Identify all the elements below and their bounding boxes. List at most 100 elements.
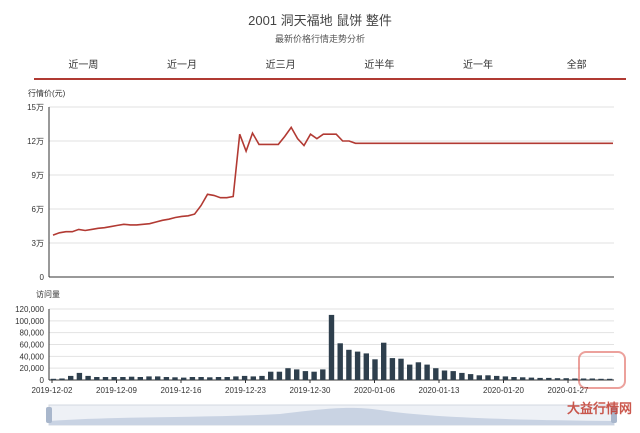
visits-bar — [94, 377, 100, 380]
date-tick-label: 2019-12-23 — [225, 386, 266, 395]
visits-bar — [407, 364, 413, 380]
price-tick-label: 12万 — [27, 137, 44, 146]
visits-bar — [172, 377, 178, 380]
visits-bar — [459, 372, 465, 380]
visits-bar — [311, 371, 317, 380]
price-line — [52, 125, 613, 236]
visits-bar — [546, 377, 552, 380]
visits-bar — [520, 377, 526, 380]
date-tick-label: 2019-12-30 — [290, 386, 331, 395]
visits-tick-label: 80,000 — [20, 329, 45, 338]
price-tick-label: 3万 — [32, 239, 44, 248]
date-tick-label: 2019-12-09 — [96, 386, 137, 395]
visits-bar — [128, 376, 135, 380]
visits-bar — [563, 378, 569, 380]
zoom-handle-right — [611, 407, 617, 423]
visits-tick-label: 120,000 — [15, 305, 44, 314]
tab-month[interactable]: 近一月 — [167, 60, 197, 71]
visits-bar — [328, 314, 335, 380]
watermark-logo — [578, 351, 626, 389]
visits-bar — [233, 376, 239, 380]
visits-bar — [494, 375, 500, 380]
zoom-slider-preview — [49, 407, 614, 425]
visits-bar — [580, 378, 587, 380]
visits-bar — [285, 368, 291, 380]
watermark-text: 大益行情网 — [566, 401, 632, 416]
visits-bar — [241, 375, 248, 380]
chart-title: 2001 洞天福地 鼠饼 整件 — [248, 13, 392, 28]
visits-axis-label: 访问量 — [36, 289, 60, 299]
visits-bar — [485, 375, 491, 380]
visits-bar — [111, 377, 117, 380]
range-tabs: 近一周 近一月 近三月 近半年 近一年 全部 — [34, 56, 626, 78]
price-tick-label: 15万 — [27, 103, 44, 112]
visits-bar — [598, 378, 604, 380]
visits-bar — [372, 359, 378, 380]
visits-bar — [268, 371, 274, 380]
visits-tick-label: 0 — [40, 376, 45, 385]
zoom-handle-left — [46, 407, 52, 423]
visits-bar — [346, 349, 352, 380]
visits-bar — [424, 364, 430, 380]
date-tick-label: 2020-01-06 — [354, 386, 395, 395]
visits-bar — [76, 372, 83, 380]
visits-bar — [146, 376, 152, 380]
visits-bar — [476, 375, 482, 380]
visits-bar — [68, 375, 74, 380]
visits-bar — [572, 378, 578, 380]
visits-bar — [276, 371, 283, 380]
visits-tick-label: 100,000 — [15, 317, 44, 326]
visits-bar — [189, 377, 196, 380]
visits-bar — [433, 368, 439, 380]
date-tick-label: 2020-01-27 — [548, 386, 589, 395]
visits-bar — [85, 375, 91, 380]
price-axis-label: 行情价(元) — [28, 88, 66, 98]
chart-subtitle: 最新价格行情走势分析 — [274, 34, 365, 44]
visits-bar — [381, 342, 387, 380]
visits-bar — [155, 376, 161, 380]
visits-bar — [537, 377, 543, 380]
tab-all[interactable]: 全部 — [566, 60, 587, 71]
visits-tick-label: 20,000 — [20, 364, 45, 373]
tab-year[interactable]: 近一年 — [463, 60, 494, 71]
date-tick-label: 2019-12-16 — [161, 386, 202, 395]
visits-bar — [120, 377, 126, 380]
visits-bar — [554, 378, 561, 380]
visits-bar — [502, 376, 509, 380]
visits-bar — [320, 369, 326, 380]
visits-bar — [415, 362, 422, 381]
visits-bar — [528, 377, 535, 380]
visits-bar — [467, 374, 474, 380]
visits-tick-label: 40,000 — [20, 352, 45, 361]
visits-bar — [302, 371, 309, 380]
visits-bar — [450, 371, 456, 380]
visits-bar — [259, 375, 265, 380]
visits-bar — [102, 377, 109, 380]
visits-bar — [589, 378, 595, 380]
visits-bar — [337, 343, 343, 380]
visits-bar — [207, 377, 213, 380]
visits-bar — [59, 378, 65, 380]
visits-bar — [137, 377, 143, 380]
tabs-divider — [34, 78, 626, 80]
visits-bar — [198, 377, 204, 380]
visits-bar — [215, 377, 222, 380]
date-tick-label: 2019-12-02 — [32, 386, 73, 395]
visits-bar — [441, 370, 448, 380]
visits-tick-label: 60,000 — [20, 341, 45, 350]
visits-bar — [389, 358, 396, 380]
visits-bar — [294, 369, 300, 380]
price-tick-label: 0 — [40, 273, 45, 282]
visits-bar — [607, 378, 613, 380]
visits-bar — [50, 378, 57, 380]
visits-bar — [363, 353, 369, 380]
date-tick-label: 2020-01-20 — [483, 386, 524, 395]
visits-bar — [181, 377, 187, 380]
tab-half-year[interactable]: 近半年 — [364, 60, 395, 71]
tab-three-months[interactable]: 近三月 — [265, 60, 296, 71]
tab-week[interactable]: 近一周 — [68, 60, 99, 71]
price-tick-label: 6万 — [32, 205, 44, 214]
price-tick-label: 9万 — [32, 171, 44, 180]
